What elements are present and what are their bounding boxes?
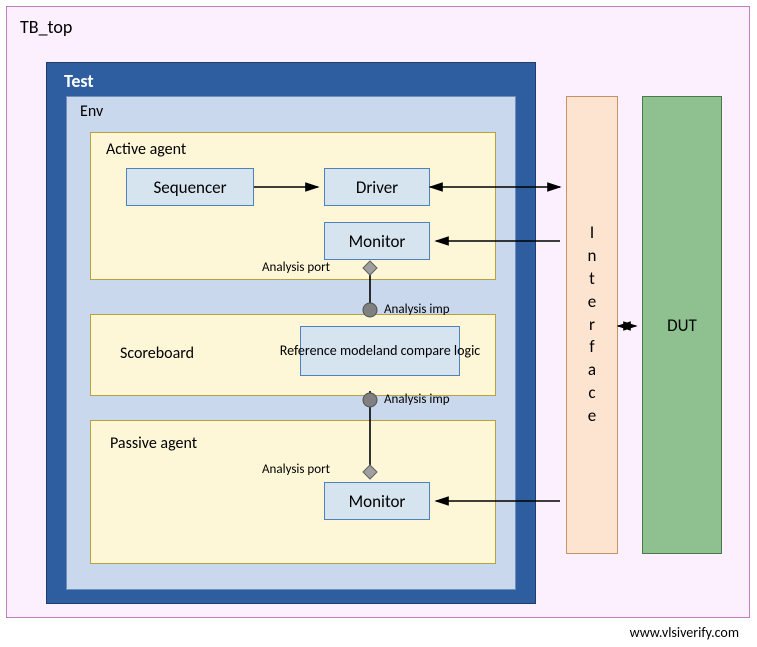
dut-label: DUT — [642, 96, 722, 554]
scoreboard-label: Scoreboard — [120, 344, 194, 363]
footer-text: www.vlsiverify.com — [630, 624, 739, 641]
monitor-passive-label: Monitor — [324, 482, 430, 520]
env-label: Env — [80, 102, 103, 121]
interface-label: Interface — [566, 96, 618, 554]
refmodel-line1: Reference model — [280, 343, 376, 360]
diagram-canvas: TB_top Test Env Active agent Scoreboard … — [0, 0, 757, 647]
driver-label: Driver — [324, 168, 430, 206]
analysis-port-2-label: Analysis port — [262, 462, 330, 477]
analysis-port-1-label: Analysis port — [262, 260, 330, 275]
sequencer-label: Sequencer — [126, 168, 254, 206]
monitor-active-label: Monitor — [324, 222, 430, 260]
analysis-imp-1-label: Analysis imp — [384, 302, 450, 317]
reference-model-label: Reference model and compare logic — [300, 326, 460, 376]
test-label: Test — [64, 70, 94, 92]
tb-top-label: TB_top — [20, 16, 72, 38]
analysis-imp-2-label: Analysis imp — [384, 392, 450, 407]
refmodel-line2: and compare logic — [376, 343, 480, 360]
active-agent-label: Active agent — [106, 140, 186, 159]
passive-agent-label: Passive agent — [110, 434, 197, 453]
